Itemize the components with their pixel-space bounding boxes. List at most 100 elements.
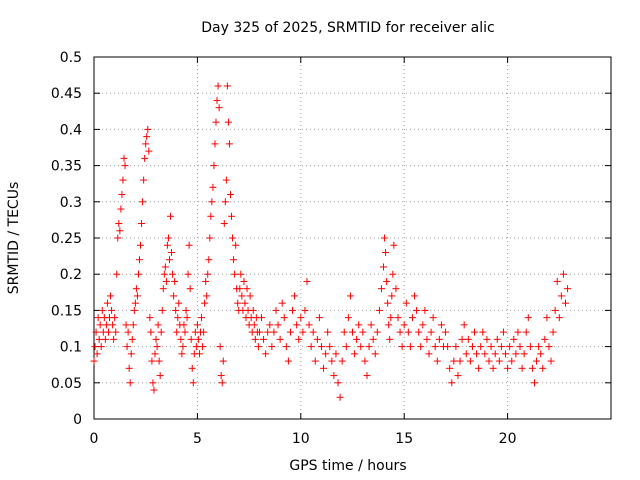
data-point xyxy=(211,140,219,148)
data-point xyxy=(150,386,158,394)
data-point xyxy=(444,343,452,351)
data-point xyxy=(518,364,526,372)
data-point xyxy=(130,306,138,314)
data-point xyxy=(289,306,297,314)
data-point xyxy=(419,321,427,329)
data-point xyxy=(200,328,208,336)
data-point xyxy=(286,328,294,336)
data-point xyxy=(131,299,139,307)
data-point xyxy=(177,335,185,343)
data-point xyxy=(115,220,123,228)
data-point xyxy=(346,292,354,300)
data-point xyxy=(240,277,248,285)
data-point xyxy=(205,256,213,264)
data-point xyxy=(380,263,388,271)
data-point xyxy=(221,198,229,206)
y-tick-label: 0.4 xyxy=(60,122,82,138)
data-point xyxy=(95,335,103,343)
data-point xyxy=(274,321,282,329)
data-point xyxy=(241,299,249,307)
data-point xyxy=(437,321,445,329)
data-point xyxy=(442,328,450,336)
data-point xyxy=(402,299,410,307)
data-point xyxy=(377,285,385,293)
data-point xyxy=(408,314,416,322)
data-point xyxy=(217,372,225,380)
data-point xyxy=(102,321,110,329)
data-point xyxy=(282,343,290,351)
y-tick-label: 0.5 xyxy=(60,50,82,66)
data-point xyxy=(171,277,179,285)
data-point xyxy=(96,321,104,329)
data-point xyxy=(160,270,168,278)
data-point xyxy=(483,335,491,343)
data-point xyxy=(187,335,195,343)
data-point xyxy=(157,328,165,336)
data-point xyxy=(228,212,236,220)
data-point xyxy=(383,277,391,285)
data-point xyxy=(564,285,572,293)
data-point xyxy=(208,198,216,206)
data-point xyxy=(338,357,346,365)
data-point xyxy=(460,321,468,329)
data-point xyxy=(145,147,153,155)
data-point xyxy=(551,306,559,314)
data-point xyxy=(116,227,124,235)
data-point xyxy=(183,314,191,322)
data-point xyxy=(234,299,242,307)
data-point xyxy=(215,104,223,112)
data-point xyxy=(231,270,239,278)
data-point xyxy=(212,118,220,126)
data-point xyxy=(146,314,154,322)
data-point xyxy=(487,343,495,351)
data-point xyxy=(311,357,319,365)
data-point xyxy=(458,335,466,343)
data-point xyxy=(404,328,412,336)
data-point xyxy=(477,343,485,351)
data-point xyxy=(119,176,127,184)
data-point xyxy=(363,372,371,380)
data-point xyxy=(91,343,99,351)
data-point xyxy=(309,328,317,336)
data-point xyxy=(491,350,499,358)
data-point xyxy=(504,364,512,372)
data-point xyxy=(232,241,240,249)
data-point xyxy=(510,335,518,343)
data-point xyxy=(109,321,117,329)
data-point xyxy=(539,364,547,372)
data-point xyxy=(159,285,167,293)
data-point xyxy=(243,285,251,293)
data-point xyxy=(156,372,164,380)
data-point xyxy=(344,314,352,322)
data-point xyxy=(237,270,245,278)
data-point xyxy=(555,314,563,322)
data-point xyxy=(388,292,396,300)
data-point xyxy=(336,393,344,401)
data-point xyxy=(222,176,230,184)
data-point xyxy=(324,328,332,336)
data-point xyxy=(110,335,118,343)
data-point xyxy=(295,335,303,343)
y-tick-label: 0.25 xyxy=(51,231,82,247)
data-point xyxy=(93,350,101,358)
data-point xyxy=(180,321,188,329)
data-point xyxy=(185,241,193,249)
data-point xyxy=(353,335,361,343)
data-point xyxy=(203,292,211,300)
x-tick-label: 20 xyxy=(499,431,517,447)
y-tick-label: 0.45 xyxy=(51,86,82,102)
data-point xyxy=(524,314,532,322)
data-point xyxy=(268,343,276,351)
data-point xyxy=(299,328,307,336)
data-point xyxy=(144,125,152,133)
data-point xyxy=(260,335,268,343)
data-point xyxy=(250,321,258,329)
data-point xyxy=(280,314,288,322)
data-point xyxy=(118,191,126,199)
data-point xyxy=(431,343,439,351)
data-point xyxy=(122,321,130,329)
x-tick-label: 15 xyxy=(395,431,413,447)
data-point xyxy=(272,306,280,314)
data-point xyxy=(495,357,503,365)
data-point xyxy=(111,314,119,322)
